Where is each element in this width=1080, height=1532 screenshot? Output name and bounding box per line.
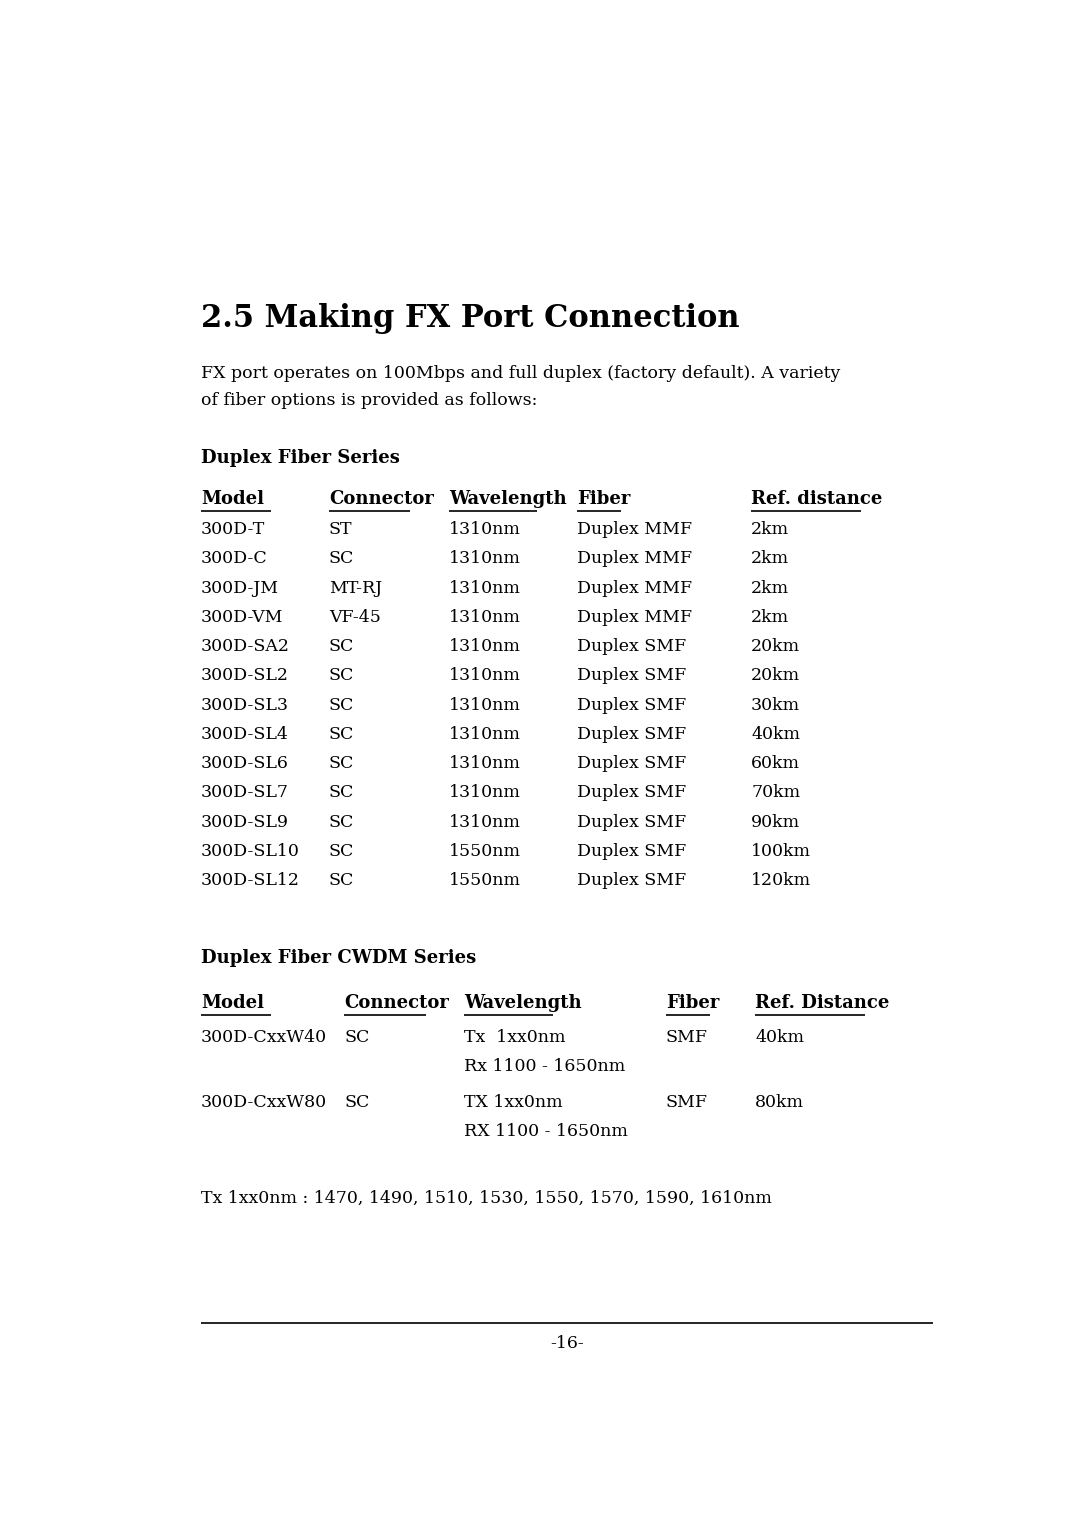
Text: 300D-SA2: 300D-SA2 <box>201 639 289 656</box>
Text: 2km: 2km <box>751 579 789 596</box>
Text: RX 1100 - 1650nm: RX 1100 - 1650nm <box>464 1123 629 1140</box>
Text: 300D-SL4: 300D-SL4 <box>201 726 288 743</box>
Text: 1550nm: 1550nm <box>449 843 521 859</box>
Text: MT-RJ: MT-RJ <box>328 579 382 596</box>
Text: SC: SC <box>328 668 354 685</box>
Text: FX port operates on 100Mbps and full duplex (factory default). A variety
of fibe: FX port operates on 100Mbps and full dup… <box>201 365 840 409</box>
Text: 2km: 2km <box>751 521 789 538</box>
Text: SC: SC <box>328 872 354 889</box>
Text: Duplex SMF: Duplex SMF <box>577 813 686 830</box>
Text: 1310nm: 1310nm <box>449 608 521 627</box>
Text: SC: SC <box>328 813 354 830</box>
Text: 2km: 2km <box>751 608 789 627</box>
Text: Model: Model <box>201 994 264 1011</box>
Text: SC: SC <box>328 697 354 714</box>
Text: 300D-SL2: 300D-SL2 <box>201 668 288 685</box>
Text: Duplex SMF: Duplex SMF <box>577 697 686 714</box>
Text: Fiber: Fiber <box>577 490 630 509</box>
Text: Connector: Connector <box>328 490 434 509</box>
Text: 20km: 20km <box>751 668 800 685</box>
Text: 1310nm: 1310nm <box>449 668 521 685</box>
Text: 300D-JM: 300D-JM <box>201 579 279 596</box>
Text: 300D-SL9: 300D-SL9 <box>201 813 288 830</box>
Text: 300D-SL12: 300D-SL12 <box>201 872 300 889</box>
Text: Duplex SMF: Duplex SMF <box>577 843 686 859</box>
Text: Tx  1xx0nm: Tx 1xx0nm <box>464 1028 566 1045</box>
Text: 300D-CxxW80: 300D-CxxW80 <box>201 1094 327 1111</box>
Text: 90km: 90km <box>751 813 800 830</box>
Text: Tx 1xx0nm : 1470, 1490, 1510, 1530, 1550, 1570, 1590, 1610nm: Tx 1xx0nm : 1470, 1490, 1510, 1530, 1550… <box>201 1190 772 1207</box>
Text: Duplex SMF: Duplex SMF <box>577 872 686 889</box>
Text: 20km: 20km <box>751 639 800 656</box>
Text: Connector: Connector <box>345 994 449 1011</box>
Text: Duplex MMF: Duplex MMF <box>577 550 692 567</box>
Text: SC: SC <box>328 755 354 772</box>
Text: 40km: 40km <box>755 1028 804 1045</box>
Text: Duplex SMF: Duplex SMF <box>577 726 686 743</box>
Text: 1310nm: 1310nm <box>449 726 521 743</box>
Text: 1310nm: 1310nm <box>449 639 521 656</box>
Text: 300D-SL10: 300D-SL10 <box>201 843 300 859</box>
Text: 2km: 2km <box>751 550 789 567</box>
Text: ST: ST <box>328 521 352 538</box>
Text: Fiber: Fiber <box>666 994 719 1011</box>
Text: SC: SC <box>328 784 354 801</box>
Text: Wavelength: Wavelength <box>464 994 582 1011</box>
Text: 300D-CxxW40: 300D-CxxW40 <box>201 1028 327 1045</box>
Text: 1550nm: 1550nm <box>449 872 521 889</box>
Text: 300D-SL7: 300D-SL7 <box>201 784 288 801</box>
Text: 1310nm: 1310nm <box>449 755 521 772</box>
Text: Duplex Fiber Series: Duplex Fiber Series <box>201 449 400 467</box>
Text: SMF: SMF <box>666 1094 707 1111</box>
Text: SC: SC <box>345 1028 369 1045</box>
Text: 1310nm: 1310nm <box>449 813 521 830</box>
Text: Ref. Distance: Ref. Distance <box>755 994 889 1011</box>
Text: 70km: 70km <box>751 784 800 801</box>
Text: 1310nm: 1310nm <box>449 784 521 801</box>
Text: 1310nm: 1310nm <box>449 521 521 538</box>
Text: 300D-T: 300D-T <box>201 521 265 538</box>
Text: TX 1xx0nm: TX 1xx0nm <box>464 1094 563 1111</box>
Text: SC: SC <box>328 550 354 567</box>
Text: Model: Model <box>201 490 264 509</box>
Text: 2.5 Making FX Port Connection: 2.5 Making FX Port Connection <box>201 303 740 334</box>
Text: Duplex SMF: Duplex SMF <box>577 639 686 656</box>
Text: 1310nm: 1310nm <box>449 697 521 714</box>
Text: Duplex MMF: Duplex MMF <box>577 521 692 538</box>
Text: 100km: 100km <box>751 843 811 859</box>
Text: Duplex MMF: Duplex MMF <box>577 608 692 627</box>
Text: 1310nm: 1310nm <box>449 579 521 596</box>
Text: SC: SC <box>328 726 354 743</box>
Text: Ref. distance: Ref. distance <box>751 490 882 509</box>
Text: 300D-VM: 300D-VM <box>201 608 283 627</box>
Text: SC: SC <box>345 1094 369 1111</box>
Text: Duplex Fiber CWDM Series: Duplex Fiber CWDM Series <box>201 950 476 967</box>
Text: 300D-SL3: 300D-SL3 <box>201 697 288 714</box>
Text: 30km: 30km <box>751 697 800 714</box>
Text: -16-: -16- <box>550 1334 584 1351</box>
Text: Duplex SMF: Duplex SMF <box>577 784 686 801</box>
Text: 300D-C: 300D-C <box>201 550 268 567</box>
Text: 40km: 40km <box>751 726 800 743</box>
Text: 120km: 120km <box>751 872 811 889</box>
Text: Duplex SMF: Duplex SMF <box>577 755 686 772</box>
Text: 1310nm: 1310nm <box>449 550 521 567</box>
Text: Rx 1100 - 1650nm: Rx 1100 - 1650nm <box>464 1057 625 1075</box>
Text: Duplex MMF: Duplex MMF <box>577 579 692 596</box>
Text: SC: SC <box>328 639 354 656</box>
Text: SMF: SMF <box>666 1028 707 1045</box>
Text: Duplex SMF: Duplex SMF <box>577 668 686 685</box>
Text: Wavelength: Wavelength <box>449 490 567 509</box>
Text: SC: SC <box>328 843 354 859</box>
Text: 300D-SL6: 300D-SL6 <box>201 755 288 772</box>
Text: VF-45: VF-45 <box>328 608 380 627</box>
Text: 60km: 60km <box>751 755 800 772</box>
Text: 80km: 80km <box>755 1094 804 1111</box>
